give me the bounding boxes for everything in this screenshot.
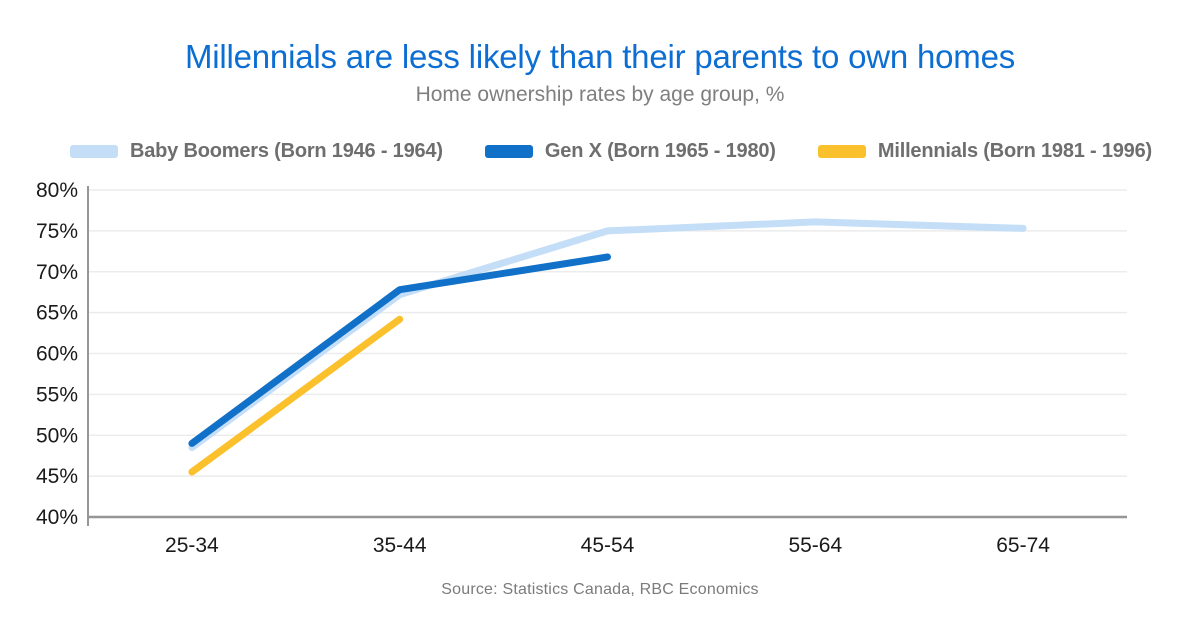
- chart-title: Millennials are less likely than their p…: [184, 38, 1016, 75]
- chart-legend: Baby Boomers (Born 1946 - 1964) Gen X (Bo…: [70, 140, 1152, 163]
- chart-subtitle: Home ownership rates by age group, %: [415, 83, 785, 106]
- legend-item-baby-boomers: Baby Boomers (Born 1946 - 1964): [70, 140, 443, 163]
- y-tick-label: 80%: [36, 179, 78, 202]
- legend-item-gen-x: Gen X (Born 1965 - 1980): [484, 140, 776, 163]
- y-tick-label: 60%: [36, 343, 78, 366]
- y-tick-label: 40%: [36, 506, 78, 529]
- y-tick-label: 55%: [36, 383, 78, 406]
- y-tick-label: 50%: [36, 424, 78, 447]
- legend-item-millennials: Millennials (Born 1981 - 1996): [817, 140, 1152, 163]
- source-note: Source: Statistics Canada, RBC Economics: [441, 581, 759, 598]
- legend-swatch-baby-boomers: [70, 145, 118, 158]
- legend-label: Gen X (Born 1965 - 1980): [544, 140, 776, 162]
- x-tick-label: 45-54: [581, 534, 635, 557]
- series-line-millennials: [188, 315, 404, 476]
- x-tick-label: 65-74: [996, 534, 1050, 557]
- legend-swatch-gen-x: [484, 145, 533, 158]
- legend-label: Millennials (Born 1981 - 1996): [877, 140, 1152, 162]
- x-tick-label: 35-44: [373, 534, 427, 557]
- y-tick-label: 75%: [36, 220, 78, 243]
- x-tick-label: 55-64: [788, 534, 842, 557]
- y-tick-label: 65%: [36, 302, 78, 325]
- y-tick-label: 70%: [36, 261, 78, 284]
- x-tick-label: 25-34: [165, 534, 219, 557]
- y-tick-label: 45%: [36, 465, 78, 488]
- series-line-baby-boomers: [188, 218, 1027, 451]
- legend-label: Baby Boomers (Born 1946 - 1964): [130, 140, 443, 162]
- legend-swatch-millennials: [817, 145, 866, 158]
- series-line-gen-x: [188, 253, 611, 447]
